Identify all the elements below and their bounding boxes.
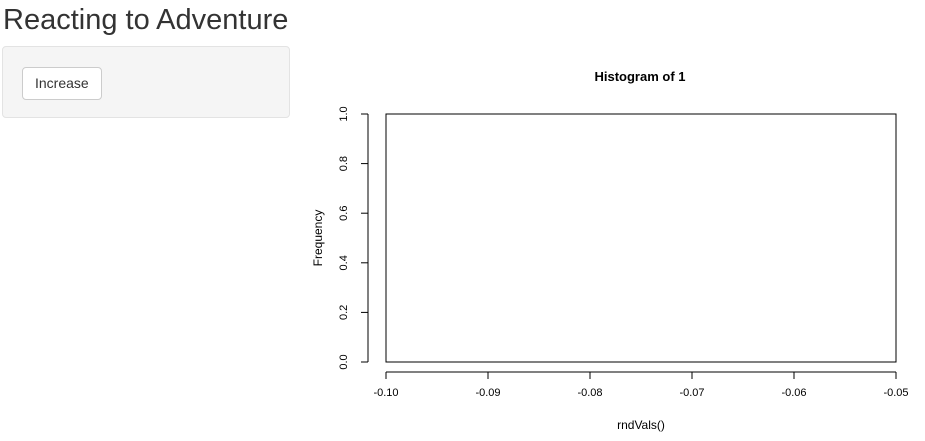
page-title: Reacting to Adventure	[3, 4, 289, 36]
x-axis-ticks: -0.10 -0.09 -0.08 -0.07 -0.06 -0.05	[373, 372, 909, 399]
histogram-plot: Histogram of 1 rndVals() Frequency -0.10…	[290, 46, 925, 441]
y-axis-ticks: 0.0 0.2 0.4 0.6 0.8 1.0	[338, 106, 368, 370]
y-tick-label: 0.8	[338, 156, 350, 171]
x-tick-label: -0.09	[475, 387, 500, 399]
plot-box	[385, 113, 897, 363]
x-tick-label: -0.08	[577, 387, 602, 399]
histogram-svg: Histogram of 1 rndVals() Frequency -0.10…	[311, 69, 909, 432]
y-axis-label: Frequency	[311, 210, 325, 267]
y-tick-label: 0.6	[338, 206, 350, 221]
x-tick-label: -0.05	[883, 387, 908, 399]
y-tick-label: 0.2	[338, 305, 350, 320]
x-axis-label: rndVals()	[617, 418, 665, 432]
y-tick-label: 1.0	[338, 106, 350, 121]
y-tick-label: 0.4	[338, 255, 350, 270]
x-tick-label: -0.07	[679, 387, 704, 399]
x-tick-label: -0.06	[781, 387, 806, 399]
y-tick-label: 0.0	[338, 354, 350, 369]
x-tick-label: -0.10	[373, 387, 398, 399]
chart-title: Histogram of 1	[594, 69, 685, 84]
increase-button[interactable]: Increase	[22, 67, 102, 100]
sidebar-panel: Increase	[2, 46, 290, 118]
